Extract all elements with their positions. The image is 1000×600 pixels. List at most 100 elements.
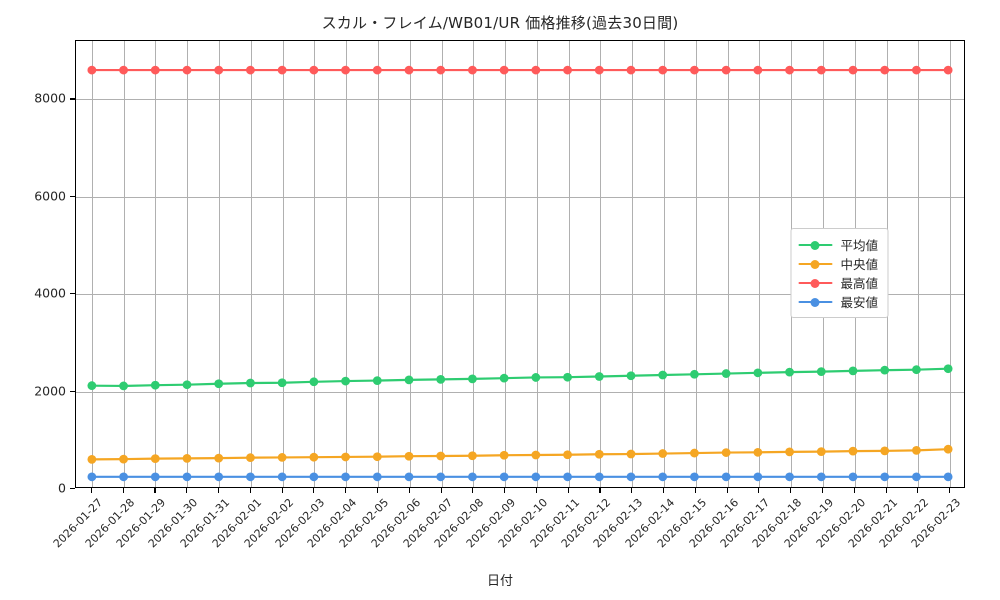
data-point-marker (182, 454, 192, 463)
gridline-vertical (441, 41, 443, 487)
data-point-marker (119, 381, 128, 391)
x-tick-mark (853, 488, 855, 493)
data-point-marker (436, 472, 446, 482)
y-tick-label: 0 (58, 480, 66, 496)
x-tick-mark (249, 488, 251, 493)
legend-item-最高値[interactable]: 最高値 (798, 273, 878, 292)
data-point-marker (594, 472, 604, 482)
data-point-marker (372, 65, 382, 75)
x-tick-mark (726, 488, 728, 493)
data-point-marker (214, 453, 224, 463)
data-point-marker (404, 65, 414, 75)
x-tick-mark (631, 488, 633, 493)
data-point-marker (658, 65, 668, 75)
data-point-marker (150, 472, 160, 482)
series-平均値 (87, 364, 953, 391)
chart-legend: 平均値 中央値最高値 最安値 (790, 228, 888, 318)
x-tick-mark (758, 488, 760, 493)
data-point-marker (309, 452, 319, 462)
data-point-marker (436, 65, 446, 75)
data-point-marker (721, 369, 731, 378)
data-point-marker (531, 65, 541, 75)
data-point-marker (563, 372, 572, 382)
gridline-horizontal (76, 99, 964, 101)
data-point-marker (309, 377, 319, 387)
y-tick-mark (70, 390, 75, 392)
data-point-marker (912, 472, 921, 482)
gridline-vertical (155, 41, 157, 487)
x-tick-mark (186, 488, 188, 493)
data-point-marker (341, 452, 350, 462)
x-tick-mark (90, 488, 92, 493)
data-point-marker (404, 472, 414, 482)
data-point-marker (341, 376, 350, 386)
data-point-marker (658, 370, 668, 380)
gridline-vertical (91, 41, 93, 487)
legend-item-平均値[interactable]: 平均値 (798, 235, 878, 254)
legend-item-最安値[interactable]: 最安値 (798, 292, 878, 311)
data-point-marker (912, 446, 921, 455)
legend-label: 最高値 (840, 276, 878, 291)
gridline-vertical (505, 41, 507, 487)
data-point-marker (87, 381, 97, 391)
x-tick-mark (440, 488, 442, 493)
data-point-marker (626, 449, 636, 459)
data-point-marker (785, 65, 794, 75)
data-point-marker (341, 472, 350, 482)
data-point-marker (753, 65, 763, 75)
data-point-marker (436, 374, 446, 384)
data-point-marker (594, 449, 604, 459)
legend-swatch-icon (798, 277, 833, 289)
data-point-marker (943, 444, 953, 454)
data-point-marker (753, 447, 763, 457)
x-tick-mark (694, 488, 696, 493)
data-point-marker (880, 65, 890, 75)
data-point-marker (690, 472, 699, 482)
chart-title: スカル・フレイム/WB01/UR 価格推移(過去30日間) (321, 14, 679, 32)
data-point-marker (880, 472, 890, 482)
data-point-marker (436, 451, 446, 461)
x-tick-mark (885, 488, 887, 493)
data-point-marker (785, 367, 794, 377)
data-point-marker (721, 472, 731, 482)
gridline-vertical (568, 41, 570, 487)
data-point-marker (246, 378, 255, 388)
gridline-vertical (219, 41, 221, 487)
x-tick-mark (504, 488, 506, 493)
data-point-marker (594, 65, 604, 75)
data-point-marker (690, 448, 699, 458)
data-point-marker (341, 65, 350, 75)
data-point-marker (119, 65, 128, 75)
data-point-marker (119, 472, 128, 482)
y-tick-label: 4000 (34, 285, 66, 301)
gridline-vertical (377, 41, 379, 487)
data-point-marker (658, 472, 668, 482)
data-point-marker (816, 367, 826, 377)
data-point-marker (816, 65, 826, 75)
x-tick-mark (376, 488, 379, 493)
x-tick-mark (472, 488, 474, 493)
data-point-marker (277, 453, 287, 462)
legend-item-中央値[interactable]: 中央値 (798, 254, 878, 273)
data-point-marker (690, 369, 699, 379)
series-line (90, 448, 950, 461)
data-point-marker (816, 472, 826, 482)
data-point-marker (880, 446, 890, 456)
x-tick-mark (408, 488, 410, 493)
data-point-marker (150, 380, 160, 390)
data-point-marker (150, 454, 160, 464)
data-point-marker (404, 451, 414, 461)
x-tick-mark (345, 488, 347, 493)
data-point-marker (87, 454, 97, 464)
gridline-vertical (282, 41, 284, 487)
data-point-marker (499, 65, 509, 75)
data-point-marker (563, 65, 572, 75)
data-point-marker (563, 450, 572, 460)
gridline-vertical (695, 41, 697, 487)
x-tick-mark (567, 488, 569, 493)
data-point-marker (626, 472, 636, 482)
data-point-marker (753, 472, 763, 482)
data-point-marker (531, 472, 541, 482)
data-point-marker (309, 65, 319, 75)
y-tick-label: 8000 (34, 90, 66, 106)
